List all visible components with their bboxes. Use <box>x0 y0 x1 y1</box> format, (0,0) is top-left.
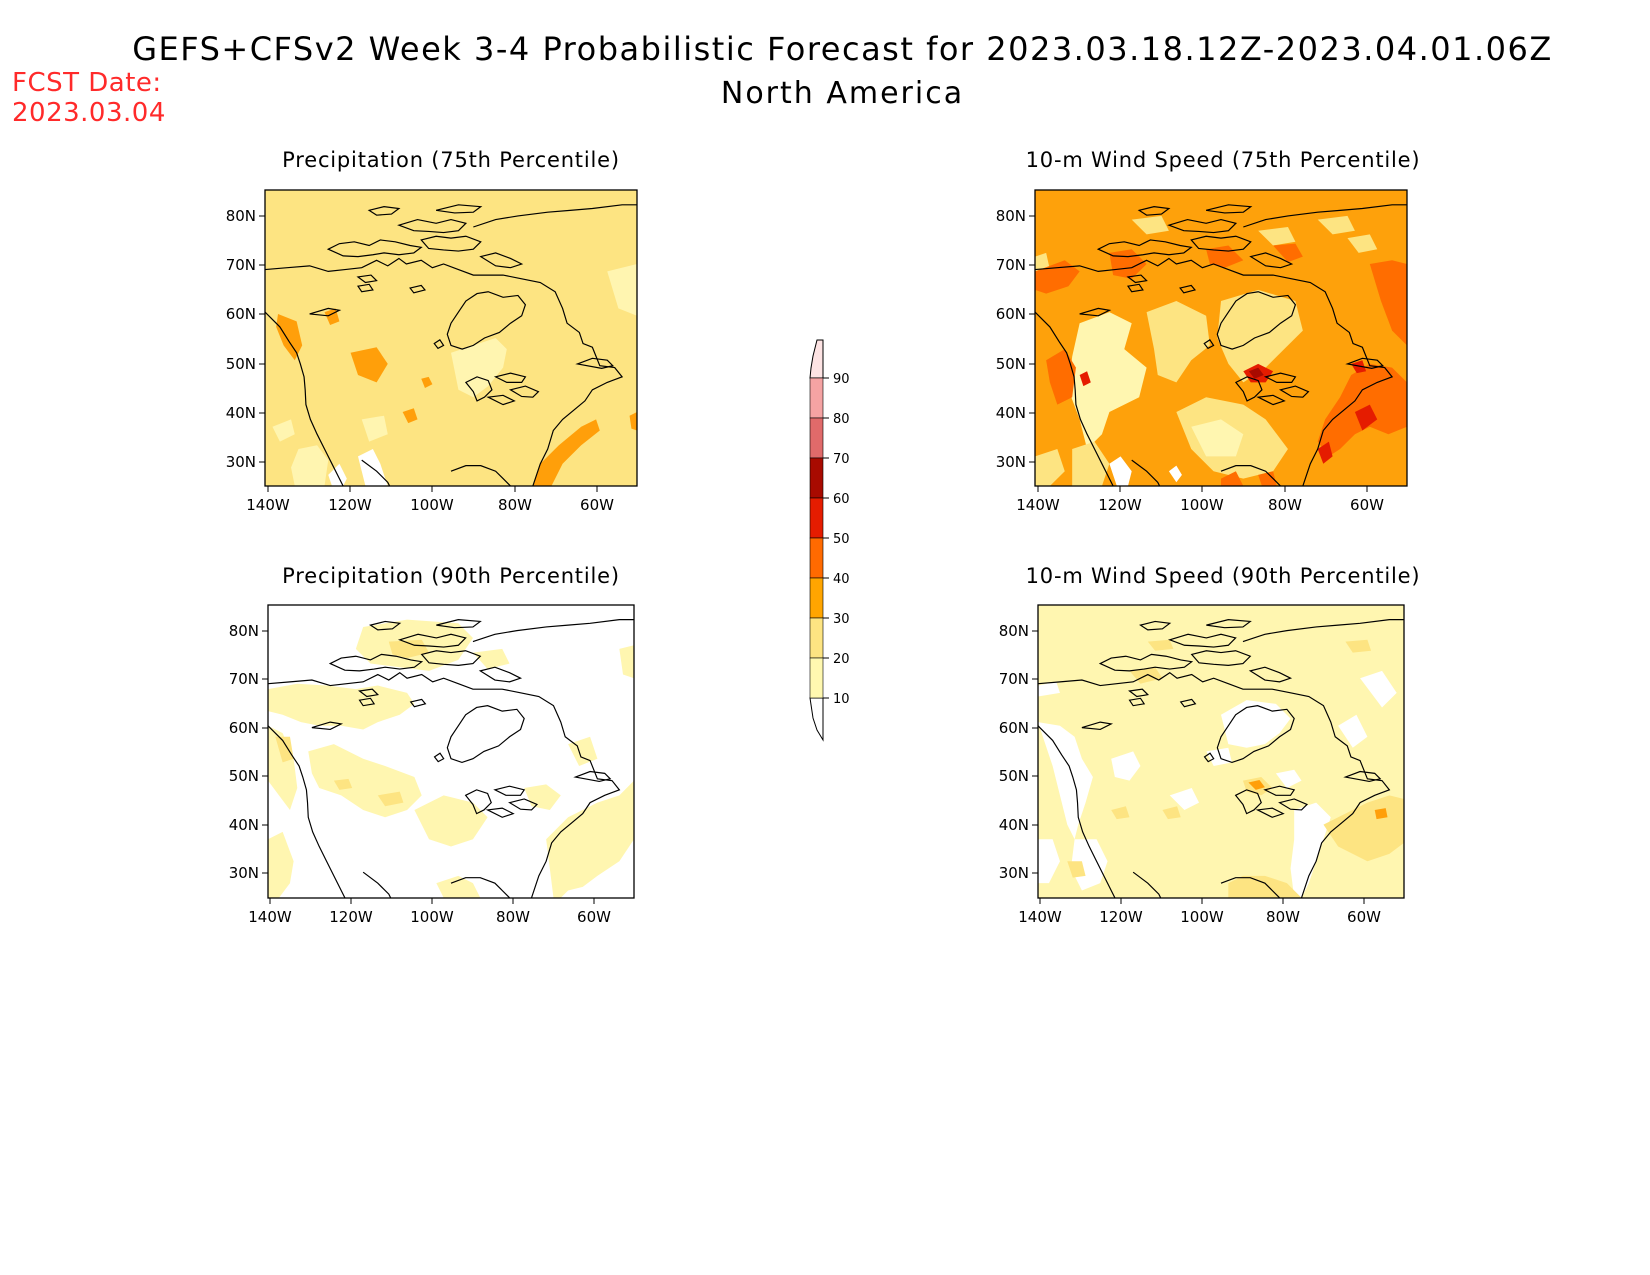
lat-tick: 40N <box>226 404 256 422</box>
lat-tick: 80N <box>229 622 259 640</box>
map-frame <box>1034 189 1408 487</box>
lon-tick: 120W <box>329 908 373 926</box>
colorbar-segment <box>809 657 824 699</box>
lon-tick: 100W <box>410 908 454 926</box>
lat-tick: 80N <box>999 622 1029 640</box>
lat-tick: 40N <box>999 816 1029 834</box>
colorbar-segment <box>809 577 824 619</box>
colorbar-segment <box>809 617 824 659</box>
colorbar-segment <box>809 537 824 579</box>
colorbar-segment <box>809 457 824 499</box>
colorbar-top-triangle <box>809 339 824 379</box>
forecast-date-value: 2023.03.04 <box>12 98 166 128</box>
lon-tick: 80W <box>1266 908 1300 926</box>
lat-tick: 60N <box>226 305 256 323</box>
lat-tick: 50N <box>229 767 259 785</box>
lat-tick: 40N <box>229 816 259 834</box>
lon-tick: 120W <box>328 496 372 514</box>
map-wind90 <box>1038 605 1404 898</box>
colorbar-segments <box>809 377 824 699</box>
panel-wind75: 10-m Wind Speed (75th Percentile) 80N 70… <box>996 148 1421 514</box>
lat-tick: 50N <box>996 355 1026 373</box>
lat-tick: 30N <box>226 453 256 471</box>
panel-title-wind75: 10-m Wind Speed (75th Percentile) <box>1026 148 1421 172</box>
lat-tick: 80N <box>996 207 1026 225</box>
panel-title-precip90: Precipitation (90th Percentile) <box>282 564 620 588</box>
colorbar: 90 80 70 60 50 40 30 20 10 <box>809 339 850 742</box>
lat-tick: 50N <box>999 767 1029 785</box>
lon-tick: 60W <box>1347 908 1381 926</box>
lat-tick: 70N <box>996 256 1026 274</box>
region-subtitle: North America <box>720 76 965 111</box>
lat-tick: 60N <box>229 719 259 737</box>
map-wind75 <box>1035 190 1407 486</box>
lat-axis-precip90 <box>262 630 268 874</box>
colorbar-segment <box>809 417 824 459</box>
lat-tick: 30N <box>999 864 1029 882</box>
panel-precip90: Precipitation (90th Percentile) 80N 70N … <box>229 564 635 926</box>
lon-tick: 120W <box>1098 496 1142 514</box>
map-precip90 <box>268 605 634 898</box>
lat-tick: 50N <box>226 355 256 373</box>
lat-tick: 70N <box>226 256 256 274</box>
colorbar-label: 40 <box>833 572 850 587</box>
lon-tick: 100W <box>1180 496 1224 514</box>
lat-tick: 60N <box>996 305 1026 323</box>
colorbar-label: 90 <box>833 372 850 387</box>
map-precip75 <box>265 190 637 486</box>
lat-tick: 30N <box>229 864 259 882</box>
lat-tick: 30N <box>996 453 1026 471</box>
lon-axis-wind75 <box>1037 486 1368 492</box>
colorbar-label: 50 <box>833 532 850 547</box>
colorbar-label: 70 <box>833 452 850 467</box>
colorbar-label: 30 <box>833 612 850 627</box>
lat-tick: 40N <box>996 404 1026 422</box>
colorbar-label: 80 <box>833 412 850 427</box>
lat-axis-wind75 <box>1029 215 1035 463</box>
lon-tick: 60W <box>580 496 614 514</box>
lon-tick: 80W <box>1268 496 1302 514</box>
lon-tick: 140W <box>1016 496 1060 514</box>
lon-tick: 100W <box>410 496 454 514</box>
colorbar-bottom-triangle <box>809 697 824 742</box>
lat-tick: 70N <box>999 670 1029 688</box>
panel-wind90: 10-m Wind Speed (90th Percentile) 80N 70… <box>999 564 1421 926</box>
lon-tick: 60W <box>1350 496 1384 514</box>
lat-tick: 60N <box>999 719 1029 737</box>
lon-tick: 120W <box>1099 908 1143 926</box>
lon-tick: 60W <box>577 908 611 926</box>
main-title: GEFS+CFSv2 Week 3-4 Probabilistic Foreca… <box>132 30 1553 68</box>
lat-tick: 70N <box>229 670 259 688</box>
colorbar-label: 10 <box>833 692 850 707</box>
map-frame <box>264 189 638 487</box>
lon-tick: 140W <box>246 496 290 514</box>
lon-tick: 80W <box>498 496 532 514</box>
lon-tick: 140W <box>1018 908 1062 926</box>
forecast-date-label: FCST Date: <box>12 68 162 98</box>
lon-axis-wind90 <box>1039 898 1365 904</box>
lat-axis-precip75 <box>259 215 265 463</box>
colorbar-segment <box>809 497 824 539</box>
lon-axis-precip90 <box>269 898 595 904</box>
colorbar-segment <box>809 377 824 419</box>
map-frame <box>267 604 635 899</box>
panel-title-precip75: Precipitation (75th Percentile) <box>282 148 620 172</box>
colorbar-label: 20 <box>833 652 850 667</box>
panel-precip75: Precipitation (75th Percentile) 80N 70N … <box>226 148 638 514</box>
lat-tick: 80N <box>226 207 256 225</box>
lon-tick: 80W <box>496 908 530 926</box>
panel-title-wind90: 10-m Wind Speed (90th Percentile) <box>1026 564 1421 588</box>
lon-axis-precip75 <box>267 486 598 492</box>
lat-axis-wind90 <box>1032 630 1038 874</box>
map-frame <box>1037 604 1405 899</box>
lon-tick: 140W <box>248 908 292 926</box>
lon-tick: 100W <box>1180 908 1224 926</box>
colorbar-label: 60 <box>833 492 850 507</box>
